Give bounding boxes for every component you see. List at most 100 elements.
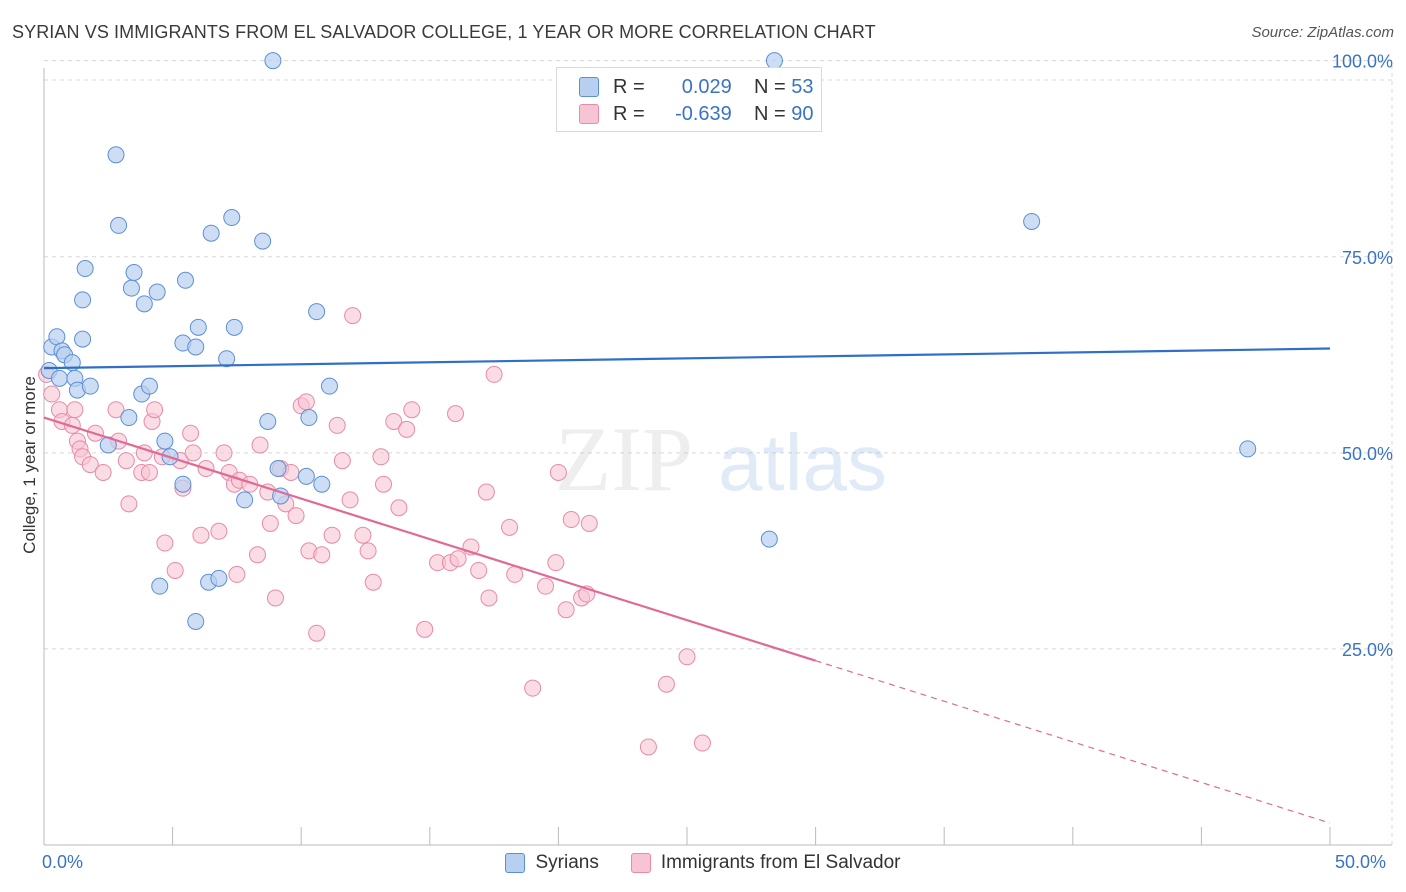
elsalvador-point xyxy=(416,620,434,638)
legend-n-value: 53 xyxy=(791,75,814,98)
syrians-point xyxy=(308,303,326,321)
x-tick-label-min: 0.0% xyxy=(42,852,84,872)
elsalvador-point xyxy=(107,401,125,419)
legend-n-label: N = xyxy=(754,75,786,98)
legend-label-syrians: Syrians xyxy=(535,852,599,873)
elsalvador-point xyxy=(354,526,372,544)
elsalvador-point xyxy=(228,565,246,583)
elsalvador-point xyxy=(156,534,174,552)
y-tick-label: 25.0% xyxy=(1342,640,1393,660)
elsalvador-point xyxy=(184,444,202,462)
syrians-point xyxy=(269,460,287,478)
y-tick-label: 75.0% xyxy=(1342,248,1393,268)
elsalvador-point xyxy=(81,456,99,474)
elsalvador-point xyxy=(43,385,61,403)
elsalvador-point xyxy=(120,495,138,513)
syrians-point xyxy=(122,279,140,297)
stats-legend: R = 0.029 N = 53 R = -0.639 N = 90 xyxy=(556,67,822,132)
elsalvador-trend-line xyxy=(43,416,816,662)
elsalvador-point xyxy=(398,420,416,438)
axes xyxy=(43,68,1392,846)
syrians-point xyxy=(74,330,92,348)
syrians-point xyxy=(225,318,243,336)
elsalvador-point xyxy=(678,648,696,666)
legend-row-elsalvador: R = -0.639 N = 90 xyxy=(579,101,814,127)
elsalvador-swatch xyxy=(630,853,651,873)
elsalvador-point xyxy=(693,734,711,752)
elsalvador-swatch xyxy=(579,104,599,124)
syrians-point xyxy=(300,409,318,427)
y-tick-labels: 25.0% 50.0% 75.0% 100.0% xyxy=(1332,52,1393,660)
elsalvador-point xyxy=(333,452,351,470)
elsalvador-point xyxy=(557,601,575,619)
syrians-point xyxy=(223,209,241,227)
syrians-point xyxy=(297,467,315,485)
elsalvador-point xyxy=(146,401,164,419)
elsalvador-point xyxy=(94,463,112,481)
series-elsalvador-points xyxy=(38,307,711,756)
legend-item-elsalvador[interactable]: Immigrants from El Salvador xyxy=(630,852,901,874)
elsalvador-point xyxy=(287,507,305,525)
elsalvador-point xyxy=(248,546,266,564)
syrians-point xyxy=(140,377,158,395)
elsalvador-point xyxy=(308,624,326,642)
syrians-trend-line xyxy=(43,347,1331,370)
syrians-point xyxy=(156,432,174,450)
syrians-point xyxy=(110,216,128,234)
y-axis-label: College, 1 year or more xyxy=(20,376,39,554)
elsalvador-point xyxy=(182,424,200,442)
series-legend: Syrians Immigrants from El Salvador xyxy=(0,852,1406,874)
syrians-point xyxy=(1239,440,1257,458)
elsalvador-point xyxy=(477,483,495,501)
syrians-point xyxy=(1023,212,1041,230)
syrians-point xyxy=(107,146,125,164)
elsalvador-point xyxy=(470,561,488,579)
syrians-point xyxy=(48,328,66,346)
legend-n-value: 90 xyxy=(791,102,814,125)
elsalvador-point xyxy=(359,542,377,560)
elsalvador-point xyxy=(297,393,315,411)
elsalvador-point xyxy=(341,491,359,509)
elsalvador-point xyxy=(140,463,158,481)
legend-item-syrians[interactable]: Syrians xyxy=(505,852,599,874)
syrians-point xyxy=(320,377,338,395)
watermark-zip: ZIP xyxy=(555,408,693,510)
elsalvador-point xyxy=(344,307,362,325)
elsalvador-point xyxy=(447,405,465,423)
source-label: Source: ZipAtlas.com xyxy=(1251,24,1394,41)
elsalvador-point xyxy=(537,577,555,595)
syrians-point xyxy=(210,569,228,587)
legend-r-value: -0.639 xyxy=(675,102,732,125)
elsalvador-point xyxy=(210,522,228,540)
legend-r-label: R = xyxy=(613,75,645,98)
elsalvador-point xyxy=(192,526,210,544)
syrians-point xyxy=(760,530,778,548)
x-tick-label-max: 50.0% xyxy=(1335,852,1387,872)
elsalvador-point xyxy=(251,436,269,454)
syrians-point xyxy=(174,475,192,493)
syrians-point xyxy=(254,232,272,250)
syrians-point xyxy=(202,224,220,242)
syrians-swatch xyxy=(505,853,526,873)
series-syrians-points xyxy=(40,52,1257,630)
elsalvador-point xyxy=(261,514,279,532)
elsalvador-point xyxy=(66,401,84,419)
elsalvador-point xyxy=(549,463,567,481)
syrians-point xyxy=(50,369,68,387)
elsalvador-point xyxy=(580,514,598,532)
syrians-point xyxy=(218,350,236,368)
elsalvador-point xyxy=(328,416,346,434)
elsalvador-point xyxy=(266,589,284,607)
syrians-point xyxy=(264,52,282,70)
elsalvador-point xyxy=(547,554,565,572)
legend-n-label: N = xyxy=(754,102,786,125)
syrians-point xyxy=(135,295,153,313)
elsalvador-point xyxy=(313,546,331,564)
syrians-point xyxy=(187,338,205,356)
syrians-point xyxy=(76,260,94,278)
syrians-point xyxy=(148,283,166,301)
elsalvador-point xyxy=(480,589,498,607)
syrians-point xyxy=(313,475,331,493)
legend-label-elsalvador: Immigrants from El Salvador xyxy=(660,852,901,873)
